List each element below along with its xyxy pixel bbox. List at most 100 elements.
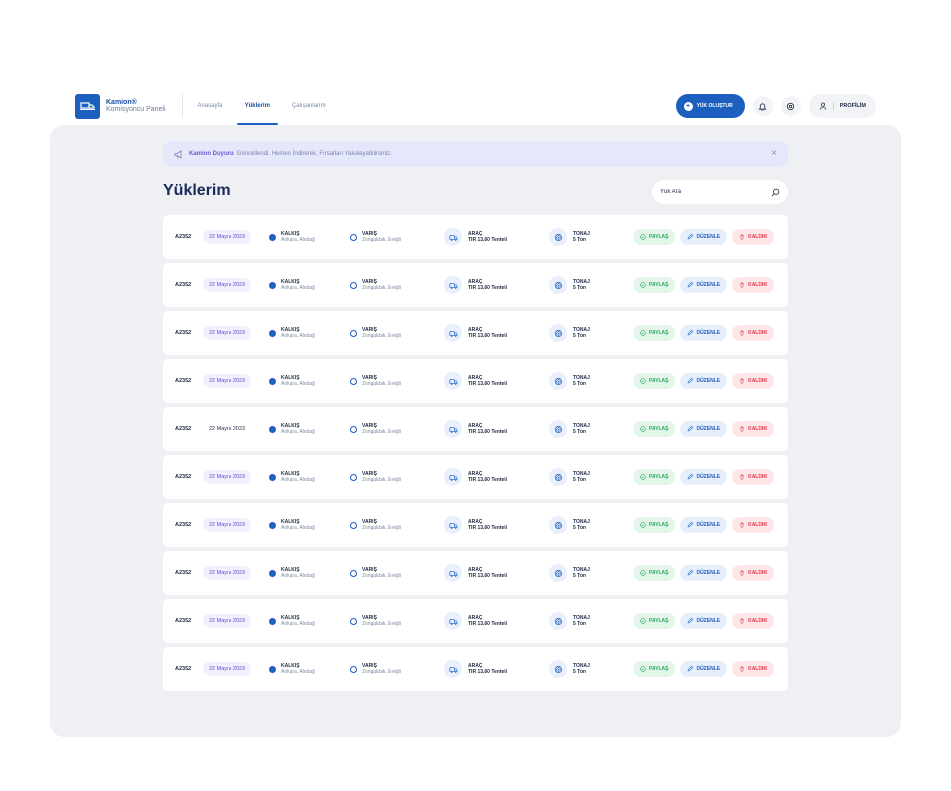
arrival-location: Zonguldak, Ereğli xyxy=(362,621,401,627)
whatsapp-icon xyxy=(640,474,646,480)
edit-button[interactable]: DÜZENLE xyxy=(680,229,728,245)
weight-icon xyxy=(549,276,567,294)
load-list: A2352 22 Mayıs 2023 KALKIŞ Ankara, Aloda… xyxy=(163,215,788,695)
tonnage-label: TONAJ xyxy=(573,278,590,285)
departure-label: KALKIŞ xyxy=(281,518,300,525)
share-label: PAYLAŞ xyxy=(649,570,669,576)
edit-label: DÜZENLE xyxy=(696,234,721,240)
load-date: 22 Mayıs 2023 xyxy=(209,426,246,432)
edit-button[interactable]: DÜZENLE xyxy=(680,469,728,485)
search-icon[interactable] xyxy=(771,188,780,197)
vehicle-value: TIR 13,60 Tenteli xyxy=(468,381,508,387)
departure-location: Ankara, Alodağ xyxy=(281,477,315,483)
share-button[interactable]: PAYLAŞ xyxy=(633,661,676,677)
weight-icon xyxy=(549,564,567,582)
share-button[interactable]: PAYLAŞ xyxy=(633,565,676,581)
nav-item-calisanlarim[interactable]: Çalışanlarım xyxy=(291,103,326,109)
share-button[interactable]: PAYLAŞ xyxy=(633,469,676,485)
nav-item-yuklerim[interactable]: Yüklerim xyxy=(236,88,279,125)
share-button[interactable]: PAYLAŞ xyxy=(633,325,676,341)
pencil-icon xyxy=(687,474,694,480)
trash-icon xyxy=(740,618,744,624)
tonnage: TONAJ 5 Ton xyxy=(549,228,590,246)
remove-button[interactable]: KALDIR xyxy=(732,325,774,341)
share-button[interactable]: PAYLAŞ xyxy=(633,613,676,629)
load-row[interactable]: A2352 22 Mayıs 2023 KALKIŞ Ankara, Aloda… xyxy=(163,215,788,259)
remove-button[interactable]: KALDIR xyxy=(732,517,774,533)
remove-button[interactable]: KALDIR xyxy=(732,613,774,629)
load-row[interactable]: A2352 22 Mayıs 2023 KALKIŞ Ankara, Aloda… xyxy=(163,503,788,547)
departure: KALKIŞ Ankara, Alodağ xyxy=(269,231,315,244)
profile-button[interactable]: PROFİLİM xyxy=(808,94,876,118)
close-icon[interactable]: × xyxy=(771,148,777,159)
edit-button[interactable]: DÜZENLE xyxy=(680,565,728,581)
settings-button[interactable] xyxy=(780,96,801,116)
search-input[interactable] xyxy=(660,189,760,195)
weight-icon xyxy=(549,612,567,630)
announcement-banner: Kamion Duyuru Güncellendi. Hemen İndirer… xyxy=(163,141,788,167)
create-load-button[interactable]: + YÜK OLUŞTUR xyxy=(675,94,745,118)
edit-label: DÜZENLE xyxy=(696,330,721,336)
remove-button[interactable]: KALDIR xyxy=(732,421,774,437)
edit-label: DÜZENLE xyxy=(696,666,721,672)
edit-button[interactable]: DÜZENLE xyxy=(680,277,728,293)
truck-icon xyxy=(444,324,462,342)
edit-label: DÜZENLE xyxy=(696,570,721,576)
remove-button[interactable]: KALDIR xyxy=(732,469,774,485)
nav-item-anasayfa[interactable]: Anasayfa xyxy=(197,103,223,109)
notification-button[interactable] xyxy=(752,96,773,116)
load-id: A2352 xyxy=(175,330,192,336)
edit-button[interactable]: DÜZENLE xyxy=(680,373,728,389)
vehicle-label: ARAÇ xyxy=(468,566,483,573)
remove-button[interactable]: KALDIR xyxy=(732,229,774,245)
pencil-icon xyxy=(687,282,694,288)
arrival-label: VARIŞ xyxy=(362,662,377,669)
truck-icon xyxy=(444,468,462,486)
load-date: 22 Mayıs 2023 xyxy=(203,278,252,292)
arrival: VARIŞ Zonguldak, Ereğli xyxy=(350,423,401,436)
edit-button[interactable]: DÜZENLE xyxy=(680,421,728,437)
truck-icon xyxy=(444,516,462,534)
departure-dot-icon xyxy=(269,233,276,241)
edit-button[interactable]: DÜZENLE xyxy=(680,613,728,629)
remove-label: KALDIR xyxy=(748,426,767,432)
share-button[interactable]: PAYLAŞ xyxy=(633,421,676,437)
arrival-dot-icon xyxy=(350,329,357,337)
load-row[interactable]: A2352 22 Mayıs 2023 KALKIŞ Ankara, Aloda… xyxy=(163,263,788,307)
share-button[interactable]: PAYLAŞ xyxy=(633,229,676,245)
load-row[interactable]: A2352 22 Mayıs 2023 KALKIŞ Ankara, Aloda… xyxy=(163,551,788,595)
load-row[interactable]: A2352 22 Mayıs 2023 KALKIŞ Ankara, Aloda… xyxy=(163,359,788,403)
load-id: A2352 xyxy=(175,234,192,240)
load-row[interactable]: A2352 22 Mayıs 2023 KALKIŞ Ankara, Aloda… xyxy=(163,599,788,643)
edit-button[interactable]: DÜZENLE xyxy=(680,325,728,341)
load-row[interactable]: A2352 22 Mayıs 2023 KALKIŞ Ankara, Aloda… xyxy=(163,647,788,691)
truck-logo-icon[interactable] xyxy=(75,93,100,119)
remove-button[interactable]: KALDIR xyxy=(732,373,774,389)
load-row[interactable]: A2352 22 Mayıs 2023 KALKIŞ Ankara, Aloda… xyxy=(163,455,788,499)
share-label: PAYLAŞ xyxy=(649,618,669,624)
brand: Kamion® Komisyoncu Paneli xyxy=(106,99,166,114)
load-row[interactable]: A2352 22 Mayıs 2023 KALKIŞ Ankara, Aloda… xyxy=(163,407,788,451)
vehicle: ARAÇ TIR 13,60 Tenteli xyxy=(444,660,507,678)
arrival-label: VARIŞ xyxy=(362,422,377,429)
edit-label: DÜZENLE xyxy=(696,426,721,432)
tonnage-value: 5 Ton xyxy=(573,429,586,435)
remove-button[interactable]: KALDIR xyxy=(732,661,774,677)
edit-button[interactable]: DÜZENLE xyxy=(680,517,728,533)
load-row[interactable]: A2352 22 Mayıs 2023 KALKIŞ Ankara, Aloda… xyxy=(163,311,788,355)
tonnage-value: 5 Ton xyxy=(573,573,586,579)
remove-button[interactable]: KALDIR xyxy=(732,565,774,581)
share-button[interactable]: PAYLAŞ xyxy=(633,517,676,533)
vehicle-value: TIR 13,60 Tenteli xyxy=(468,429,508,435)
plus-icon: + xyxy=(683,101,693,111)
departure-label: KALKIŞ xyxy=(281,470,300,477)
vehicle-label: ARAÇ xyxy=(468,518,483,525)
load-id: A2352 xyxy=(175,426,192,432)
share-button[interactable]: PAYLAŞ xyxy=(633,277,676,293)
share-button[interactable]: PAYLAŞ xyxy=(633,373,676,389)
arrival-location: Zonguldak, Ereğli xyxy=(362,333,401,339)
load-date: 22 Mayıs 2023 xyxy=(203,326,252,340)
whatsapp-icon xyxy=(640,570,646,576)
edit-button[interactable]: DÜZENLE xyxy=(680,661,728,677)
remove-button[interactable]: KALDIR xyxy=(732,277,774,293)
